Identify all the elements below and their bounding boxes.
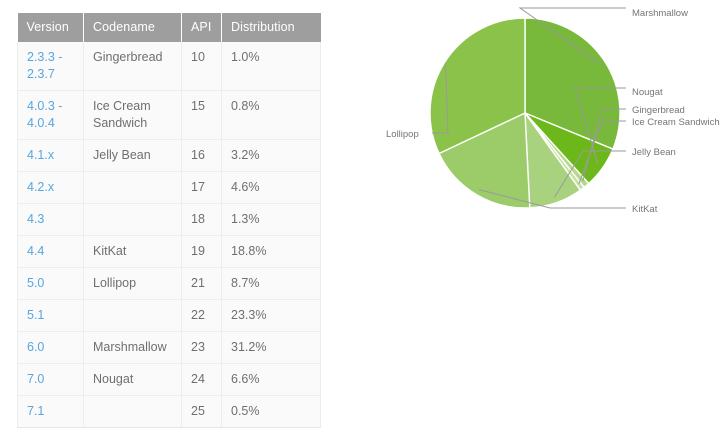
leader-line-ice-cream-sandwich (578, 120, 626, 185)
pie-label-jelly-bean: Jelly Bean (632, 147, 676, 158)
column-header-codename[interactable]: Codename (83, 13, 182, 42)
cell-version[interactable]: 7.0 (17, 363, 84, 396)
leader-line-nougat (574, 87, 626, 165)
pie-label-nougat: Nougat (632, 87, 663, 98)
table-header: Version Codename API Distribution (17, 13, 321, 42)
leader-line-jelly-bean (554, 150, 626, 198)
leader-line-lollipop (432, 62, 449, 134)
pie-label-lollipop: Lollipop (386, 129, 419, 140)
cell-codename: Marshmallow (83, 331, 182, 364)
cell-version[interactable]: 6.0 (17, 331, 84, 364)
cell-distribution: 6.6% (221, 363, 321, 396)
cell-api: 16 (181, 139, 222, 172)
cell-distribution: 1.0% (221, 42, 321, 91)
column-header-version[interactable]: Version (17, 13, 84, 42)
cell-api: 22 (181, 299, 222, 332)
cell-version[interactable]: 4.3 (17, 203, 84, 236)
cell-api: 18 (181, 203, 222, 236)
pie-slice-kitkat[interactable] (438, 111, 531, 209)
cell-distribution: 18.8% (221, 235, 321, 268)
distribution-pie-chart: Marshmallow Nougat Gingerbread Ice Cream… (370, 0, 728, 441)
cell-codename: Nougat (83, 363, 182, 396)
table-row: 7.1 25 0.5% (17, 395, 321, 428)
cell-codename (83, 203, 182, 236)
cell-version[interactable]: 4.2.x (17, 171, 84, 204)
cell-distribution: 3.2% (221, 139, 321, 172)
cell-codename: Ice Cream Sandwich (83, 90, 182, 140)
android-version-distribution-table: Version Codename API Distribution 2.3.3 … (17, 13, 321, 428)
cell-version[interactable]: 7.1 (17, 395, 84, 428)
cell-version[interactable]: 4.1.x (17, 139, 84, 172)
cell-api: 24 (181, 363, 222, 396)
cell-api: 25 (181, 395, 222, 428)
cell-distribution: 0.8% (221, 90, 321, 140)
cell-codename: KitKat (83, 235, 182, 268)
table-row: 5.0 Lollipop 21 8.7% (17, 267, 321, 300)
cell-codename: Gingerbread (83, 42, 182, 91)
cell-codename (83, 299, 182, 332)
table-header-row: Version Codename API Distribution (17, 13, 321, 42)
table-row: 4.4 KitKat 19 18.8% (17, 235, 321, 268)
table-row: 4.0.3 - 4.0.4 Ice Cream Sandwich 15 0.8% (17, 90, 321, 140)
table-row: 7.0 Nougat 24 6.6% (17, 363, 321, 396)
table-row: 4.1.x Jelly Bean 16 3.2% (17, 139, 321, 172)
cell-distribution: 23.3% (221, 299, 321, 332)
table-row: 4.2.x 17 4.6% (17, 171, 321, 204)
cell-api: 10 (181, 42, 222, 91)
table-body: 2.3.3 - 2.3.7 Gingerbread 10 1.0% 4.0.3 … (17, 42, 321, 428)
cell-api: 23 (181, 331, 222, 364)
table-row: 2.3.3 - 2.3.7 Gingerbread 10 1.0% (17, 42, 321, 91)
pie-chart-svg: Marshmallow Nougat Gingerbread Ice Cream… (386, 7, 720, 215)
table-row: 5.1 22 23.3% (17, 299, 321, 332)
pie-label-ice-cream-sandwich: Ice Cream Sandwich (632, 117, 720, 128)
cell-api: 19 (181, 235, 222, 268)
cell-distribution: 0.5% (221, 395, 321, 428)
leader-line-kitkat (478, 189, 626, 209)
cell-codename (83, 395, 182, 428)
pie-label-kitkat: KitKat (632, 204, 658, 215)
pie-label-gingerbread: Gingerbread (632, 105, 685, 116)
pie-slice-marshmallow[interactable] (524, 17, 621, 150)
cell-distribution: 1.3% (221, 203, 321, 236)
cell-distribution: 31.2% (221, 331, 321, 364)
pie-label-marshmallow: Marshmallow (632, 8, 688, 19)
cell-version[interactable]: 4.0.3 - 4.0.4 (17, 90, 84, 140)
cell-distribution: 4.6% (221, 171, 321, 204)
pie-leader-lines (432, 7, 626, 209)
cell-codename (83, 171, 182, 204)
column-header-distribution[interactable]: Distribution (221, 13, 321, 42)
cell-api: 21 (181, 267, 222, 300)
leader-line-marshmallow (518, 7, 626, 64)
table-row: 6.0 Marshmallow 23 31.2% (17, 331, 321, 364)
cell-api: 17 (181, 171, 222, 204)
column-header-api[interactable]: API (181, 13, 222, 42)
cell-version[interactable]: 5.1 (17, 299, 84, 332)
cell-api: 15 (181, 90, 222, 140)
cell-version[interactable]: 2.3.3 - 2.3.7 (17, 42, 84, 91)
table-row: 4.3 18 1.3% (17, 203, 321, 236)
cell-codename: Jelly Bean (83, 139, 182, 172)
cell-codename: Lollipop (83, 267, 182, 300)
cell-version[interactable]: 4.4 (17, 235, 84, 268)
pie-slices (429, 17, 621, 209)
cell-distribution: 8.7% (221, 267, 321, 300)
cell-version[interactable]: 5.0 (17, 267, 84, 300)
